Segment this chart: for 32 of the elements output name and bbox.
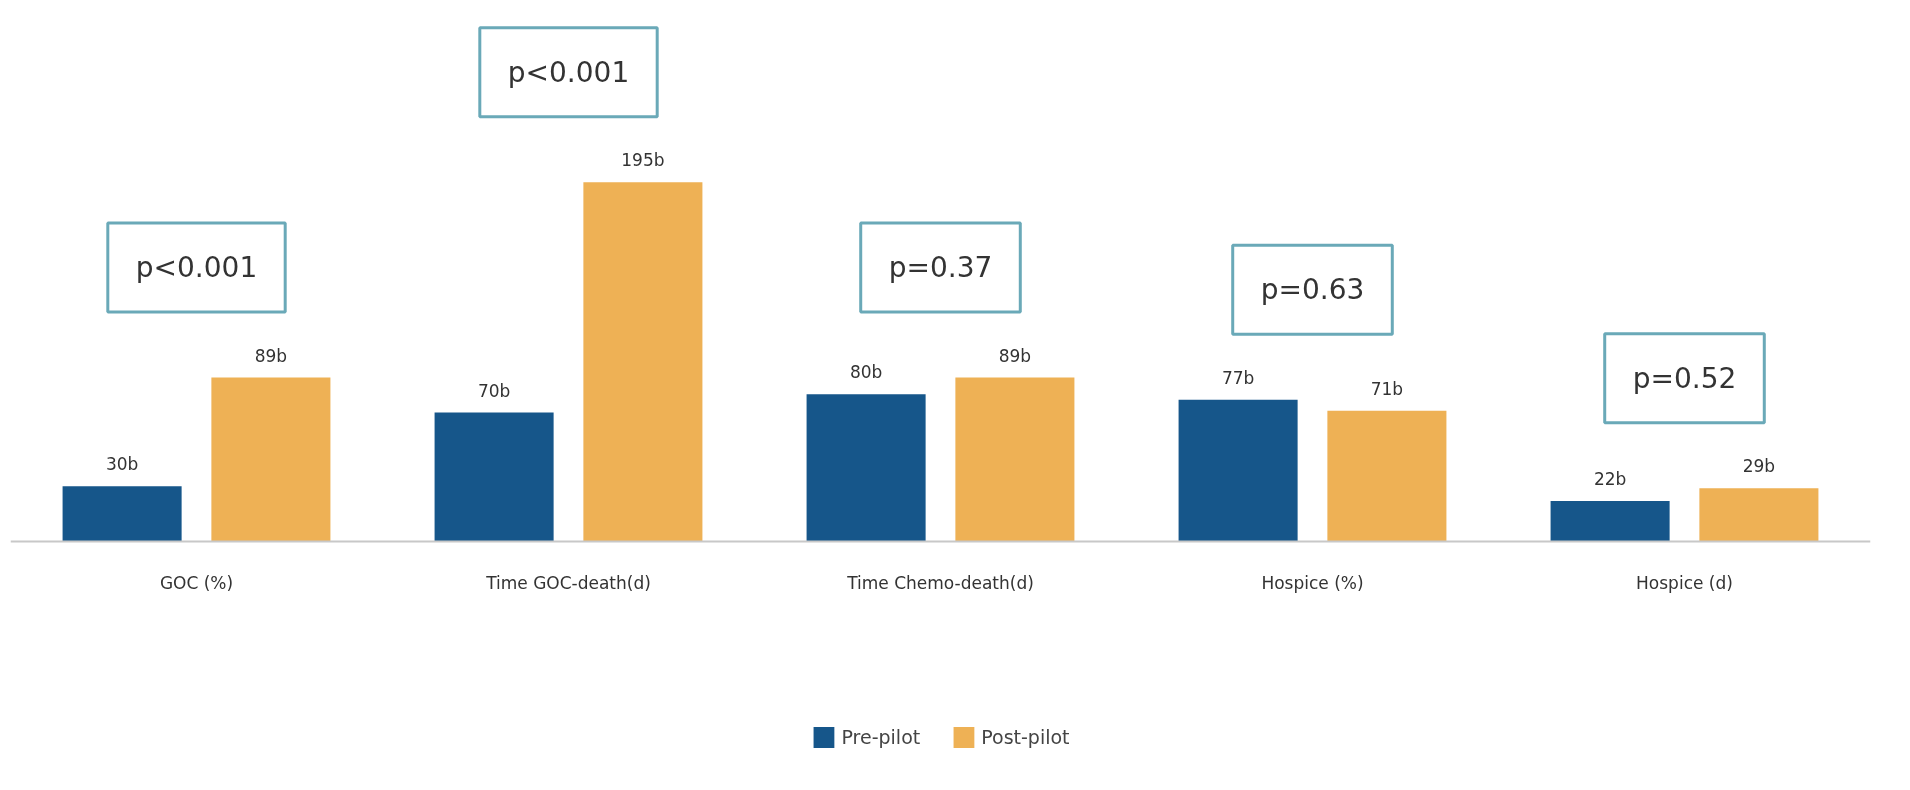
legend-label: Pre-pilot <box>841 726 921 748</box>
bar <box>1699 488 1819 542</box>
legend-label: Post-pilot <box>981 726 1070 748</box>
x-tick-label: GOC (%) <box>159 572 234 593</box>
bar <box>1178 399 1298 542</box>
data-label: 70b <box>477 380 511 401</box>
data-label: 77b <box>1221 367 1255 388</box>
text: p<0.001 <box>507 55 630 89</box>
bar <box>583 182 703 542</box>
bar <box>1550 501 1670 542</box>
data-label: 80b <box>849 362 883 383</box>
x-tick-label: Hospice (%) <box>1261 572 1364 593</box>
bar <box>211 377 331 542</box>
data-label: 195b <box>621 150 665 171</box>
bar <box>434 412 554 542</box>
x-tick-label: Time Chemo-death(d) <box>846 572 1034 593</box>
annotation: p=0.52 <box>1632 361 1737 395</box>
annotation: p=0.63 <box>1260 273 1365 307</box>
bar <box>806 394 926 542</box>
x-tick-label: Time GOC-death(d) <box>485 572 651 593</box>
bar <box>1327 410 1447 542</box>
data-label: 30b <box>105 454 139 475</box>
data-label: 29b <box>1742 456 1776 477</box>
annotation: p=0.37 <box>888 251 993 285</box>
data-label: 22b <box>1593 469 1627 490</box>
data-label: 89b <box>254 345 288 366</box>
annotation: p<0.001 <box>135 251 258 285</box>
data-label: 89b <box>998 345 1032 366</box>
bar <box>62 486 182 542</box>
x-tick-label: Hospice (d) <box>1636 572 1733 593</box>
bar <box>955 377 1075 542</box>
data-label: 71b <box>1370 378 1404 399</box>
